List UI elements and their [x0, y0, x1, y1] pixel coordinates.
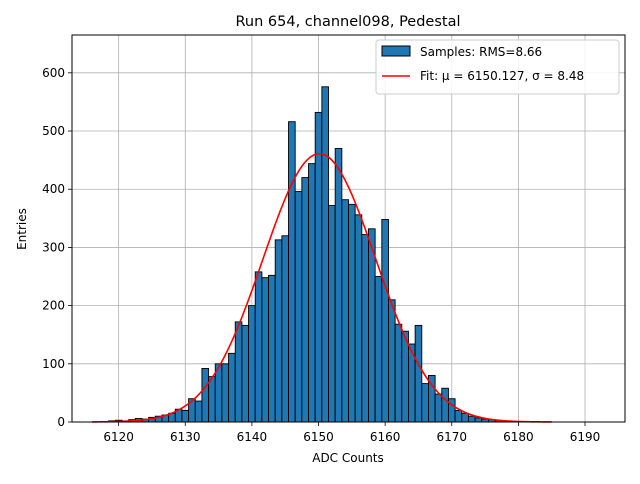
y-axis-ticks: 0 100 200 300 400 500 600: [42, 66, 72, 429]
histogram-bar: [381, 219, 389, 423]
histogram-bar: [314, 111, 323, 423]
legend-samples-label: Samples: RMS=8.66: [420, 45, 542, 59]
histogram-bar: [281, 235, 289, 423]
y-tick-label: 100: [42, 357, 65, 371]
legend-samples-swatch: [381, 45, 411, 57]
y-tick-label: 0: [57, 415, 65, 429]
histogram-bar: [467, 415, 476, 423]
histogram-bar: [261, 277, 269, 423]
histogram-bar: [201, 368, 210, 423]
histogram-bar: [401, 330, 409, 423]
histogram-bar: [274, 239, 283, 423]
histogram-bar: [334, 148, 343, 423]
y-tick-label: 600: [42, 66, 65, 80]
x-tick-label: 6160: [370, 430, 401, 444]
y-tick-label: 200: [42, 299, 65, 313]
histogram-bar: [354, 214, 363, 423]
histogram-bar: [421, 383, 429, 423]
legend-box: [375, 39, 620, 95]
x-tick-label: 6120: [103, 430, 134, 444]
y-tick-label: 300: [42, 240, 65, 254]
histogram-bar: [208, 376, 216, 423]
histogram-bar: [234, 321, 243, 423]
histogram-bar: [414, 324, 423, 423]
chart-title: Run 654, channel098, Pedestal: [235, 14, 460, 30]
gaussian-fit-curve: [91, 152, 552, 423]
histogram-bar: [301, 177, 309, 423]
histogram-bar: [254, 271, 263, 423]
histogram-bar: [341, 199, 349, 423]
histogram-bar: [461, 412, 469, 423]
histogram-bar: [248, 305, 256, 423]
histogram-bar: [368, 228, 376, 423]
histogram-bar: [308, 163, 316, 423]
y-tick-label: 400: [42, 182, 65, 196]
x-axis-ticks: 6120 6130 6140 6150 6160 6170 6180 6190: [103, 422, 600, 444]
histogram-bar: [441, 387, 449, 423]
histogram-bar: [388, 299, 396, 423]
histogram-bar: [374, 276, 383, 423]
histogram-bar: [454, 409, 463, 423]
x-tick-label: 6170: [436, 430, 467, 444]
y-axis-label: Entries: [15, 208, 29, 250]
x-tick-label: 6150: [303, 430, 334, 444]
legend: Samples: RMS=8.66 Fit: μ = 6150.127, σ =…: [375, 39, 620, 95]
histogram-bar: [394, 323, 403, 423]
histogram-bar: [228, 352, 236, 423]
x-tick-label: 6140: [237, 430, 268, 444]
histogram-bar: [268, 274, 276, 423]
histogram-bar: [194, 400, 203, 423]
legend-fit-label: Fit: μ = 6150.127, σ = 8.48: [420, 69, 584, 83]
histogram-bar: [328, 205, 336, 423]
histogram-bar: [288, 121, 296, 423]
histogram-bar: [348, 203, 356, 423]
x-tick-label: 6130: [170, 430, 201, 444]
histogram-bar: [241, 324, 250, 423]
histogram-bar: [434, 393, 443, 423]
histogram-bar: [474, 417, 483, 423]
histogram-bar: [181, 409, 190, 423]
x-axis-label: ADC Counts: [312, 451, 384, 465]
histogram-bar: [361, 234, 369, 423]
y-tick-label: 500: [42, 124, 65, 138]
histogram-bar: [294, 191, 303, 423]
x-tick-label: 6180: [503, 430, 534, 444]
histogram-bar: [221, 363, 230, 423]
x-tick-label: 6190: [570, 430, 601, 444]
plot-frame: [71, 34, 626, 423]
histogram-bar: [321, 86, 329, 423]
